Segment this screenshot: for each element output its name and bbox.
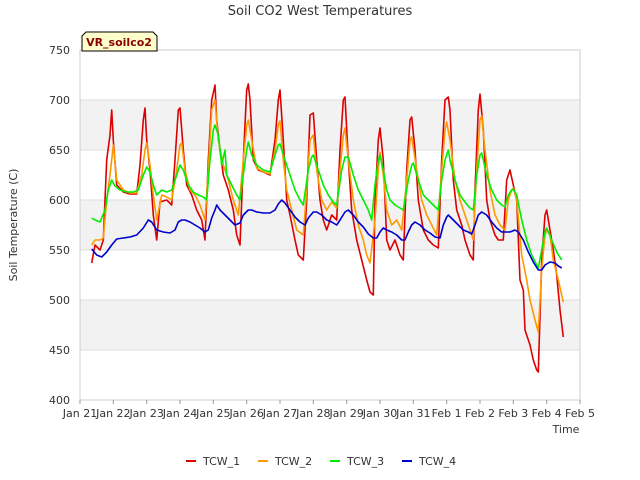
y-axis-title: Soil Temperature (C) [7,169,20,282]
series-line-tcw-2 [91,99,565,333]
y-tick-label: 400 [49,394,70,407]
series-line-tcw-4 [91,199,563,271]
background-band [80,100,580,150]
x-tick-label: Jan 30 [362,407,397,420]
legend-label: TCW_4 [418,455,456,468]
series-layer [90,83,565,373]
x-tick-label: Jan 29 [328,407,363,420]
x-tick-label: Feb 4 [532,407,562,420]
legend-label: TCW_1 [202,455,240,468]
badge-label: VR_soilco2 [86,36,152,49]
y-tick-label: 500 [49,294,70,307]
x-tick-label: Jan 24 [162,407,197,420]
x-tick-label: Jan 31 [395,407,430,420]
y-tick-label: 750 [49,44,70,57]
chart-title: Soil CO2 West Temperatures [228,4,413,19]
x-tick-label: Jan 23 [128,407,163,420]
background-bands [80,100,580,350]
x-tick-label: Jan 28 [295,407,330,420]
x-axis-title: Time [552,423,580,436]
x-tick-label: Jan 21 [62,407,97,420]
background-band [80,300,580,350]
plot-border [79,49,581,401]
y-tick-label: 700 [49,94,70,107]
y-tick-label: 650 [49,144,70,157]
legend-label: TCW_3 [346,455,384,468]
x-tick-label: Jan 26 [228,407,263,420]
x-tick-label: Feb 1 [432,407,462,420]
y-tick-label: 550 [49,244,70,257]
y-tick-label: 600 [49,194,70,207]
y-tick-label: 450 [49,344,70,357]
badge-box [81,31,158,52]
y-axis-ticks: 400 450 500 550 600 650 700 750 [49,44,70,407]
x-tick-label: Feb 2 [465,407,495,420]
series-line-tcw-3 [91,124,563,269]
x-tick-label: Jan 25 [195,407,230,420]
x-tick-label: Jan 27 [262,407,297,420]
station-badge: VR_soilco2 [81,31,158,52]
legend-label: TCW_2 [274,455,312,468]
x-tick-label: Feb 5 [565,407,595,420]
legend: TCW_1 TCW_2 TCW_3 TCW_4 [186,455,456,468]
x-tick-label: Feb 3 [498,407,528,420]
x-tick-label: Jan 22 [95,407,130,420]
background-band [80,200,580,250]
